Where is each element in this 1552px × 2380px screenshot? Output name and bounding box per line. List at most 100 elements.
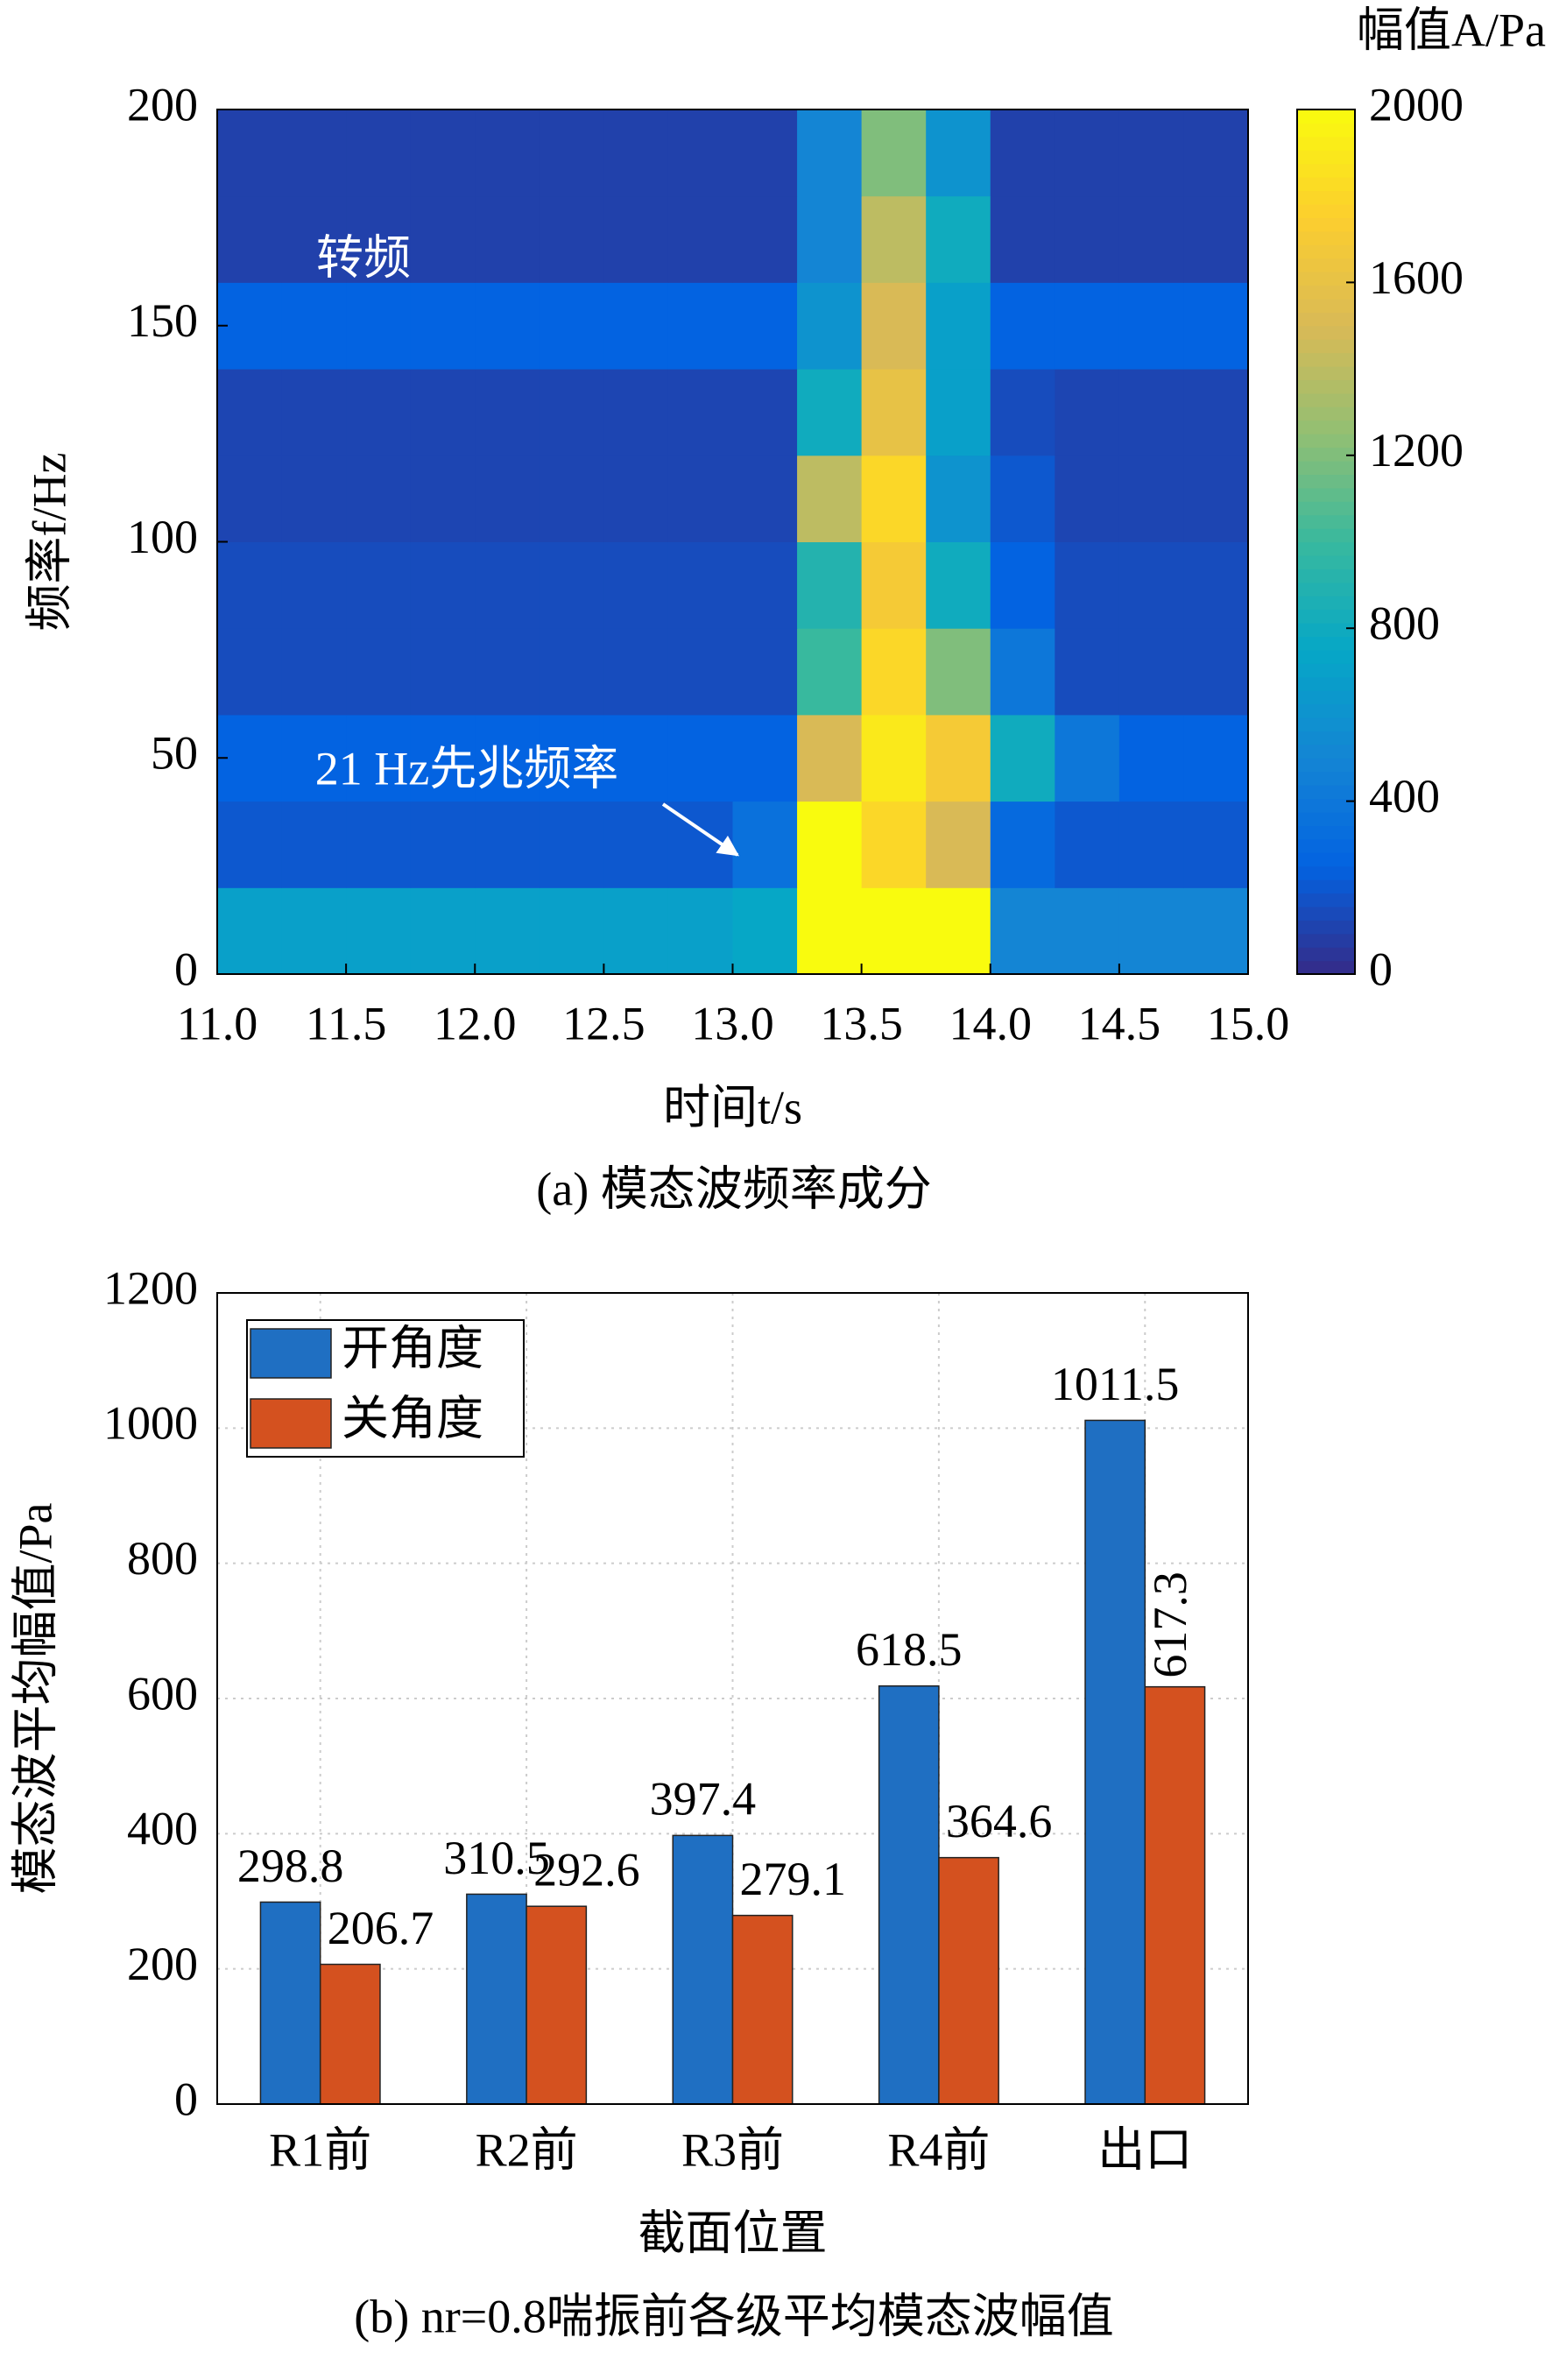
x-tick-label: 15.0 (1207, 997, 1290, 1049)
heat-cell (539, 628, 604, 716)
value-label: 397.4 (650, 1773, 757, 1826)
value-label: 292.6 (533, 1844, 640, 1896)
x-tick-label: 13.5 (820, 997, 903, 1049)
x-axis-label: 时间t/s (663, 1081, 802, 1134)
colorbar-tick-label: 1200 (1369, 424, 1464, 477)
colorbar-step (1297, 352, 1355, 367)
heat-cell (926, 282, 991, 370)
heat-cell (475, 369, 540, 456)
y-tick-label: 50 (151, 727, 198, 780)
annotation-arrow (661, 802, 739, 857)
colorbar-step (1297, 150, 1355, 165)
colorbar-step (1297, 460, 1355, 475)
heat-cell (732, 195, 798, 283)
heat-cell (603, 887, 669, 975)
colorbar-step (1297, 203, 1355, 218)
value-label: 617.3 (1144, 1571, 1196, 1678)
heat-cell (861, 369, 927, 456)
heat-cell (732, 801, 798, 888)
heat-cell (1118, 887, 1184, 975)
heat-cell (667, 541, 733, 629)
heat-cell (539, 455, 604, 542)
bar (259, 1901, 321, 2105)
heat-cell (1055, 628, 1120, 716)
bar (466, 1893, 527, 2105)
bar (672, 1834, 734, 2105)
colorbar-step (1297, 690, 1355, 705)
colorbar-step (1297, 825, 1355, 840)
colorbar-tick-label: 800 (1369, 597, 1440, 650)
heat-cell (603, 282, 669, 370)
bar (731, 1914, 794, 2105)
heat-cell (217, 369, 283, 456)
heat-cell (990, 541, 1055, 629)
heat-cell (732, 887, 798, 975)
colorbar-step (1297, 596, 1355, 611)
colorbar-step (1297, 865, 1355, 880)
heat-cell (667, 887, 733, 975)
heat-cell (1183, 455, 1249, 542)
heat-cell (861, 714, 927, 802)
heat-cell (797, 195, 863, 283)
heat-cell (667, 455, 733, 542)
colorbar-step (1297, 406, 1355, 421)
heat-cell (732, 282, 798, 370)
heat-cell (217, 801, 283, 888)
heat-cell (410, 282, 476, 370)
heat-cell (797, 628, 863, 716)
heat-cell (346, 714, 412, 802)
colorbar-step (1297, 474, 1355, 489)
x-tick-label: R1前 (269, 2123, 371, 2176)
colorbar-step (1297, 541, 1355, 556)
colorbar-step (1297, 663, 1355, 678)
colorbar-step (1297, 676, 1355, 691)
y-axis-label: 频率f/Hz (23, 453, 75, 632)
colorbar-step (1297, 447, 1355, 462)
heat-cell (667, 109, 733, 197)
x-tick-label: 12.5 (562, 997, 645, 1049)
heat-cell (926, 109, 991, 197)
heat-cell (475, 714, 540, 802)
heat-cell (346, 541, 412, 629)
colorbar-step (1297, 838, 1355, 853)
heat-cell (410, 195, 476, 283)
heat-cell (346, 369, 412, 456)
heat-cell (346, 801, 412, 888)
colorbar-step (1297, 163, 1355, 178)
heat-cell (1183, 282, 1249, 370)
heat-cell (1183, 109, 1249, 197)
value-label: 298.8 (237, 1840, 344, 1892)
y-tick-label: 200 (127, 1938, 198, 1990)
y-tick-label: 0 (174, 943, 198, 995)
heat-cell (410, 887, 476, 975)
colorbar-label: 幅值A/Pa (1357, 4, 1546, 56)
heat-cell (990, 369, 1055, 456)
heat-cell (281, 887, 347, 975)
heat-cell (1183, 714, 1249, 802)
colorbar-step (1297, 906, 1355, 921)
colorbar-step (1297, 136, 1355, 151)
heat-cell (1183, 628, 1249, 716)
heat-cell (1118, 801, 1184, 888)
legend-label: 开角度 (342, 1322, 483, 1374)
bar (938, 1856, 999, 2105)
colorbar-step (1297, 731, 1355, 745)
y-tick-label: 600 (127, 1667, 198, 1720)
colorbar-step (1297, 298, 1355, 313)
heat-cell (217, 195, 283, 283)
heat-cell (410, 109, 476, 197)
colorbar-step (1297, 893, 1355, 908)
heat-cell (861, 195, 927, 283)
colorbar-step (1297, 366, 1355, 381)
heat-cell (1055, 455, 1120, 542)
heat-cell (990, 109, 1055, 197)
colorbar-step (1297, 379, 1355, 394)
heat-cell (281, 714, 347, 802)
annotation: 21 Hz先兆频率 (315, 742, 618, 795)
heat-cell (603, 801, 669, 888)
bar (878, 1684, 940, 2105)
heat-cell (1183, 195, 1249, 283)
caption: (a) 模态波频率成分 (536, 1162, 931, 1215)
colorbar-step (1297, 501, 1355, 516)
bar (1144, 1685, 1206, 2105)
